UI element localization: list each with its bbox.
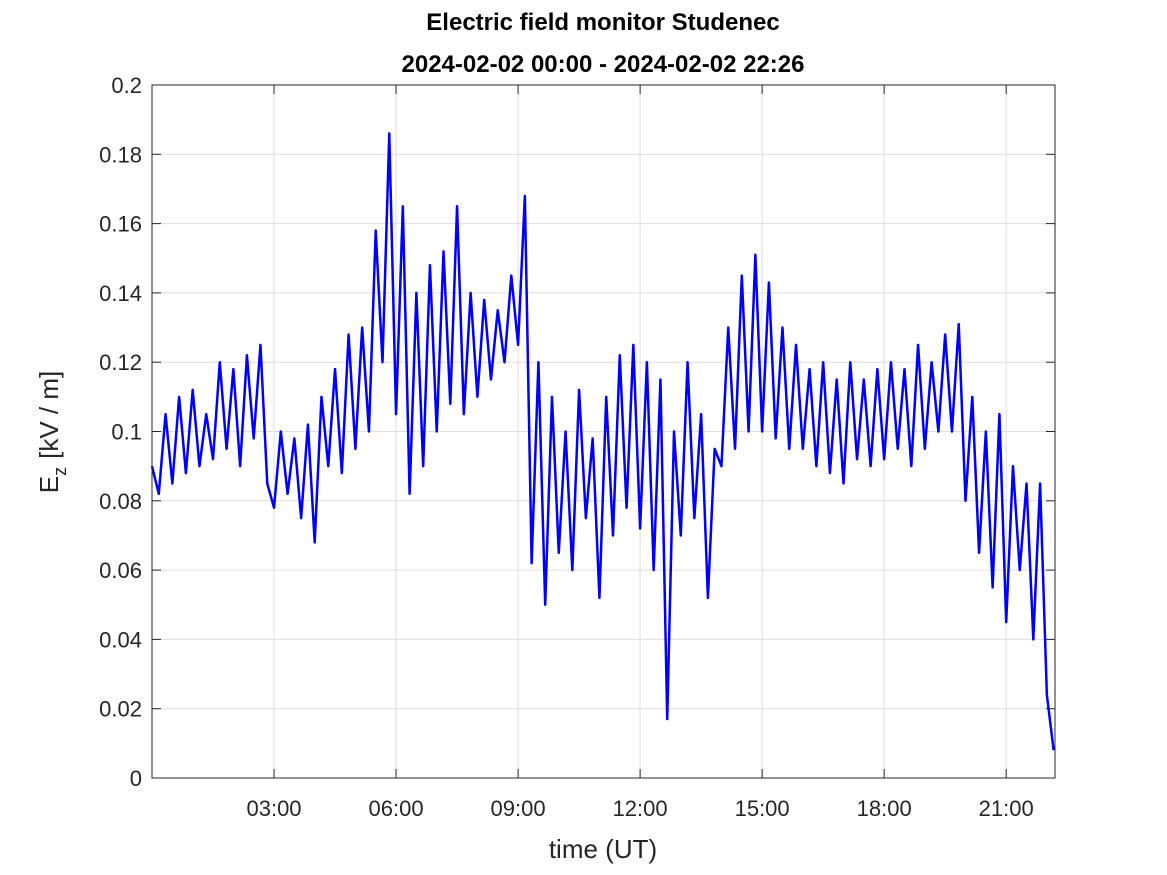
chart-subtitle: 2024-02-02 00:00 - 2024-02-02 22:26 (402, 51, 805, 78)
y-tick-label: 0.08 (99, 489, 142, 514)
x-tick-label: 06:00 (369, 796, 424, 821)
y-tick-label: 0.2 (111, 73, 142, 98)
x-tick-label: 09:00 (491, 796, 546, 821)
y-tick-label: 0 (130, 766, 142, 791)
y-tick-label: 0.16 (99, 212, 142, 237)
chart-title: Electric field monitor Studenec (426, 9, 779, 36)
y-axis-label: Ez [kV / m] (34, 371, 70, 493)
data-line (150, 132, 1055, 751)
x-tick-label: 03:00 (246, 796, 301, 821)
x-tick-label: 15:00 (735, 796, 790, 821)
plot-frame (151, 84, 1056, 779)
x-tick-label: 18:00 (857, 796, 912, 821)
y-label-symbol: E (34, 476, 64, 493)
y-tick-label: 0.14 (99, 281, 142, 306)
y-tick-label: 0.12 (99, 350, 142, 375)
x-tick-label: 21:00 (979, 796, 1034, 821)
y-label-subscript: z (50, 467, 70, 476)
y-tick-label: 0.06 (99, 558, 142, 583)
y-tick-label: 0.1 (111, 420, 142, 445)
x-axis-label: time (UT) (549, 834, 657, 864)
y-tick-label: 0.18 (99, 142, 142, 167)
y-label-unit: [kV / m] (34, 371, 64, 459)
y-tick-label: 0.02 (99, 697, 142, 722)
x-tick-label: 12:00 (613, 796, 668, 821)
y-tick-label: 0.04 (99, 627, 142, 652)
